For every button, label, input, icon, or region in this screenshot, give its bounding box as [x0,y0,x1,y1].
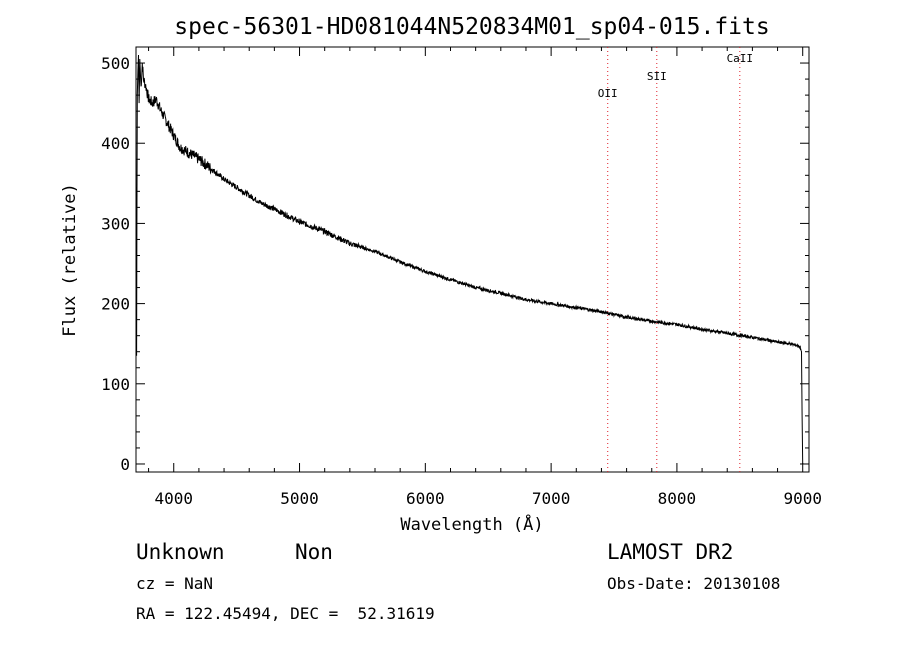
x-tick-label: 8000 [658,489,697,508]
x-tick-label: 5000 [280,489,319,508]
line-label-oii: OII [598,87,618,100]
chart-title: spec-56301-HD081044N520834M01_sp04-015.f… [174,14,769,40]
plot-frame [135,46,810,473]
x-axis-label: Wavelength (Å) [400,513,543,535]
coordinates: RA = 122.45494, DEC = 52.31619 [136,604,435,623]
y-tick-label: 0 [120,455,130,474]
survey-name: LAMOST DR2 [607,540,734,564]
y-tick-label: 300 [101,214,130,233]
line-label-caii: CaII [727,52,754,65]
y-axis-label: Flux (relative) [60,183,80,337]
y-tick-label: 200 [101,295,130,314]
x-tick-label: 6000 [406,489,445,508]
x-tick-label: 7000 [532,489,571,508]
x-tick-label: 9000 [783,489,822,508]
redshift-cz: cz = NaN [136,574,214,593]
y-tick-label: 500 [101,54,130,73]
y-tick-label: 100 [101,375,130,394]
line-label-sii: SII [647,70,667,83]
spectral-subclass: Non [295,540,333,564]
spectrum-series-line [135,54,804,465]
y-tick-label: 400 [101,134,130,153]
x-tick-label: 4000 [154,489,193,508]
observation-date: Obs-Date: 20130108 [607,574,781,593]
spectral-class: Unknown [136,540,225,564]
